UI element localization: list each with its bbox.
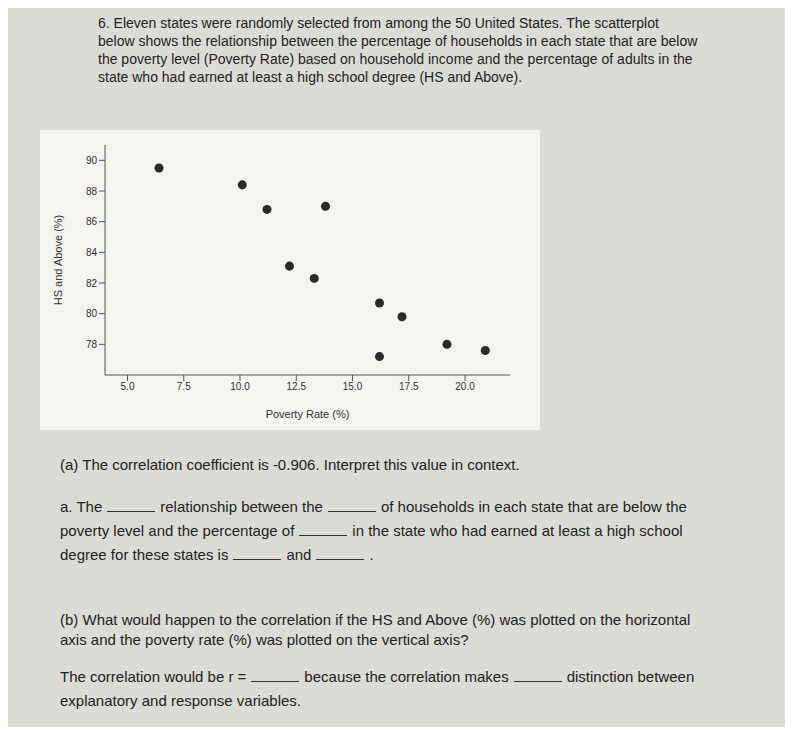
svg-text:90: 90 xyxy=(86,155,98,166)
html-text:relationship between the: relationship between the xyxy=(160,498,323,515)
html-text:The correlation would be r =: The correlation would be r = xyxy=(60,668,247,685)
svg-text:78: 78 xyxy=(86,339,98,350)
svg-text:Poverty Rate (%): Poverty Rate (%) xyxy=(266,408,350,420)
html-text:a. The: a. The xyxy=(60,498,103,515)
html-text:of households in each state th: of households in each state that are bel… xyxy=(60,498,687,539)
html-text:(a) The correlation coefficien: (a) The correlation coefficient is -0.90… xyxy=(60,456,520,473)
svg-text:5.0: 5.0 xyxy=(121,381,135,392)
svg-text:12.5: 12.5 xyxy=(287,381,307,392)
svg-text:15.0: 15.0 xyxy=(343,381,363,392)
svg-text:17.5: 17.5 xyxy=(399,381,419,392)
html-text:(b) What would happen to the c: (b) What would happen to the correlation… xyxy=(60,611,691,648)
html-text:distinction between explanator: distinction between explanatory and resp… xyxy=(60,668,695,709)
svg-text:82: 82 xyxy=(86,278,98,289)
svg-text:88: 88 xyxy=(86,186,98,197)
svg-text:84: 84 xyxy=(86,247,98,258)
svg-text:86: 86 xyxy=(86,216,98,227)
svg-text:10.0: 10.0 xyxy=(230,381,250,392)
html-text:because the correlation makes: because the correlation makes xyxy=(304,668,509,685)
html-text:in the state who had earned at: in the state who had earned at least a h… xyxy=(60,522,683,563)
html-text:and: and xyxy=(286,546,312,563)
svg-text:7.5: 7.5 xyxy=(177,381,191,392)
svg-text:80: 80 xyxy=(86,308,98,319)
html-text:6. Eleven states were randomly: 6. Eleven states were randomly selected … xyxy=(98,15,698,85)
svg-text:HS and Above (%): HS and Above (%) xyxy=(52,215,64,306)
svg-text:20.0: 20.0 xyxy=(455,381,475,392)
